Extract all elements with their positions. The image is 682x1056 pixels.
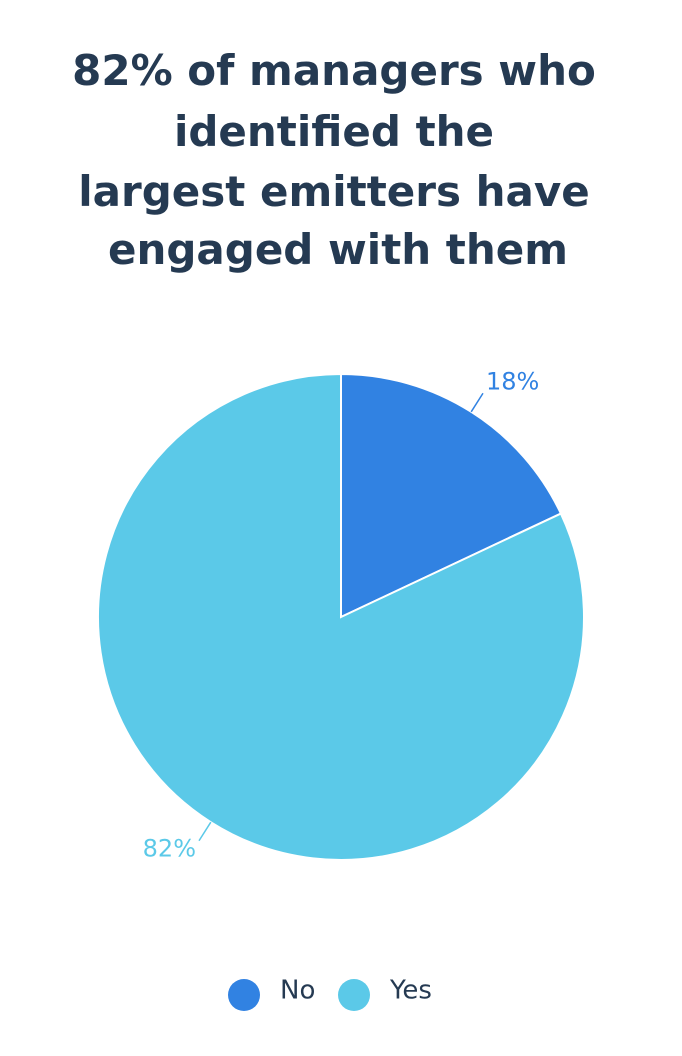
leader-line — [470, 392, 484, 413]
legend-marker — [338, 979, 370, 1011]
pie-slice — [340, 372, 563, 619]
legend-label: No — [280, 976, 315, 1006]
chart-title: 82% of managers who — [72, 46, 596, 95]
chart-title: engaged with them — [108, 225, 568, 274]
legend-label: Yes — [389, 976, 432, 1006]
leader-line — [198, 821, 212, 842]
pie-slice — [97, 372, 585, 861]
chart-title: identified the — [174, 107, 494, 156]
data-label: 82% — [143, 835, 196, 863]
legend-marker — [228, 979, 260, 1011]
data-label: 18% — [486, 367, 539, 395]
chart-title: largest emitters have — [78, 167, 589, 216]
